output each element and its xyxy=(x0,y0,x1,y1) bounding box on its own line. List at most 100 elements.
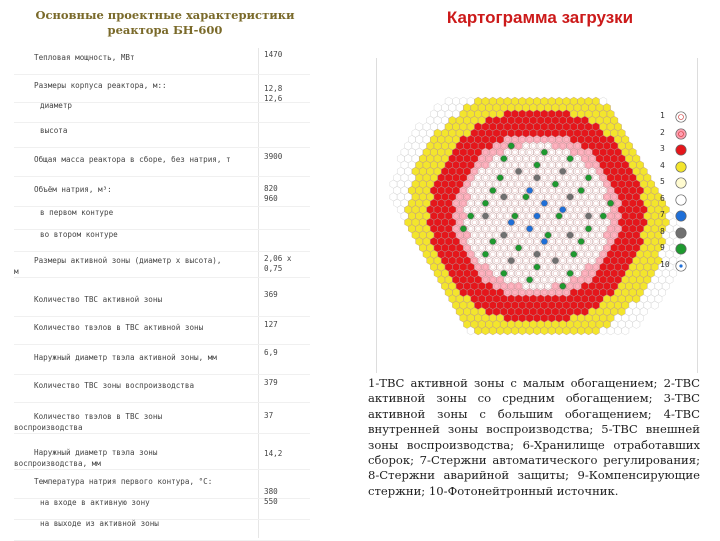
assembly-ring xyxy=(578,162,584,168)
assembly-ring xyxy=(471,232,477,238)
legend-swatch-icon xyxy=(675,144,687,156)
assembly-ring xyxy=(574,258,581,264)
assembly-ring xyxy=(567,181,573,187)
assembly-ring xyxy=(501,207,507,213)
assembly-ring xyxy=(611,232,617,238)
assembly-ring xyxy=(571,213,577,219)
assembly-ring xyxy=(571,175,577,181)
neutron-source-marker xyxy=(541,200,548,207)
assembly-ring xyxy=(530,219,536,225)
param-label: Размеры корпуса реактора, м:: xyxy=(34,81,167,90)
control-rod-marker xyxy=(585,174,592,181)
assembly-ring xyxy=(512,251,518,257)
assembly-ring xyxy=(560,245,566,251)
assembly-ring xyxy=(582,219,588,225)
assembly-ring xyxy=(493,207,500,213)
assembly-ring xyxy=(512,226,518,232)
assembly-ring xyxy=(545,156,551,162)
assembly-ring xyxy=(578,226,584,232)
param-label: Количество ТВС зоны воспроизводства xyxy=(34,381,195,390)
assembly-ring xyxy=(475,162,481,168)
assembly-ring xyxy=(574,232,581,238)
assembly-ring xyxy=(475,175,481,181)
param-label: Объём натрия, м³: xyxy=(34,185,112,194)
row-separator xyxy=(14,519,310,520)
assembly-ring xyxy=(475,213,481,219)
assembly-ring xyxy=(497,200,503,206)
assembly-ring xyxy=(493,232,500,238)
assembly-ring xyxy=(493,258,500,264)
assembly-ring xyxy=(508,181,514,187)
assembly-ring xyxy=(549,238,555,245)
assembly-ring xyxy=(468,238,474,245)
assembly-ring xyxy=(482,226,488,232)
legend-number: 6 xyxy=(660,193,665,203)
assembly-ring xyxy=(563,200,569,206)
assembly-ring xyxy=(527,175,533,181)
param-value: 1470 xyxy=(264,50,283,59)
legend-number: 8 xyxy=(660,226,665,236)
assembly-ring xyxy=(505,277,511,283)
control-rod-marker xyxy=(467,212,474,220)
control-rod-marker xyxy=(559,282,566,290)
assembly-ring xyxy=(538,219,544,225)
assembly-ring xyxy=(574,156,581,162)
assembly-ring xyxy=(508,156,514,162)
assembly-ring xyxy=(486,194,492,200)
assembly-ring xyxy=(582,232,588,238)
assembly-ring xyxy=(541,264,547,270)
legend-swatch-icon xyxy=(675,259,687,272)
assembly-ring xyxy=(508,207,514,213)
assembly-ring xyxy=(589,258,595,264)
assembly-ring xyxy=(512,136,518,143)
assembly-ring xyxy=(486,245,492,251)
neutron-source-marker xyxy=(526,225,533,232)
assembly-ring xyxy=(538,156,544,162)
assembly-ring xyxy=(530,181,536,187)
assembly-ring xyxy=(512,175,518,181)
assembly-ring xyxy=(586,238,592,245)
assembly-ring xyxy=(516,258,522,264)
param-value: 37 xyxy=(264,411,274,420)
assembly-ring xyxy=(519,264,525,270)
assembly-ring xyxy=(468,175,474,181)
row-separator xyxy=(14,147,310,148)
assembly-ring xyxy=(519,213,525,219)
assembly-ring xyxy=(516,219,522,225)
assembly-ring xyxy=(556,251,562,257)
assembly-ring xyxy=(586,162,592,168)
assembly-ring xyxy=(560,156,566,162)
row-separator xyxy=(14,433,310,434)
assembly-ring xyxy=(516,283,522,289)
assembly-ring xyxy=(538,245,544,251)
param-label-cont: воспроизводства, мм xyxy=(14,459,101,468)
assembly-ring xyxy=(600,238,606,245)
assembly-ring xyxy=(497,213,503,219)
row-separator xyxy=(14,122,310,123)
assembly-ring xyxy=(505,200,511,206)
assembly-ring xyxy=(505,136,511,143)
assembly-ring xyxy=(582,156,588,162)
assembly-ring xyxy=(486,168,492,174)
assembly-ring xyxy=(545,168,551,174)
assembly-ring xyxy=(516,207,522,213)
assembly-ring xyxy=(516,194,522,200)
control-rod-marker xyxy=(600,212,607,220)
assembly-ring xyxy=(578,149,584,155)
assembly-ring xyxy=(541,187,547,194)
assembly-ring xyxy=(563,136,569,143)
assembly-ring xyxy=(523,207,529,213)
assembly-ring xyxy=(593,264,599,270)
assembly-ring xyxy=(519,175,525,181)
param-value: 0,75 xyxy=(264,264,283,273)
assembly-ring xyxy=(479,258,485,264)
assembly-ring xyxy=(527,251,533,257)
assembly-ring xyxy=(482,264,488,270)
assembly-ring xyxy=(560,270,566,276)
control-rod-marker xyxy=(526,276,533,283)
assembly-ring xyxy=(589,181,595,187)
assembly-ring xyxy=(549,175,555,181)
assembly-ring xyxy=(545,283,551,289)
param-value: 12,8 xyxy=(264,84,283,93)
assembly-ring xyxy=(600,226,606,232)
